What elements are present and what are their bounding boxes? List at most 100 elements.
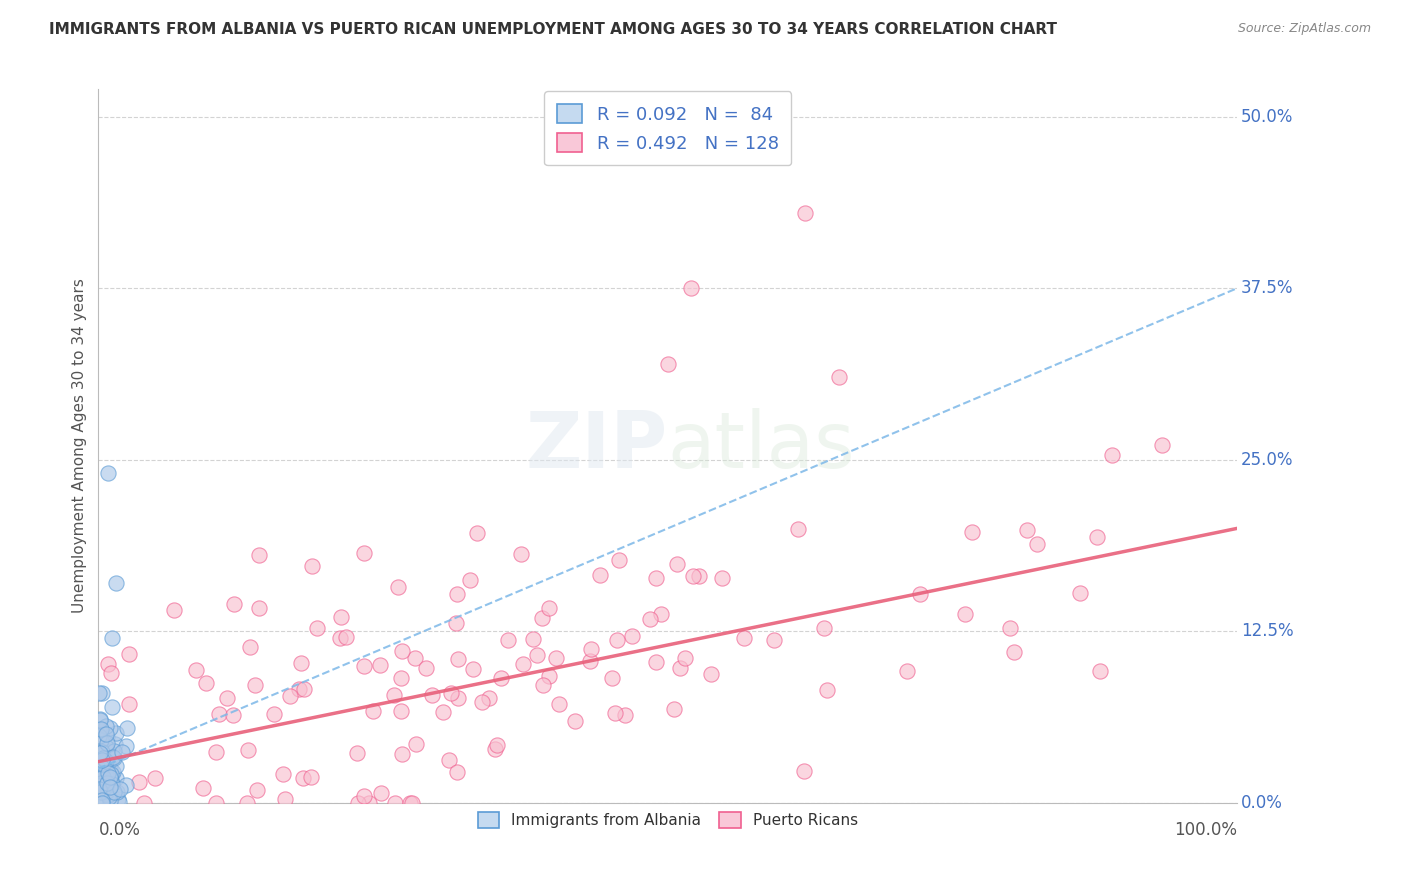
Point [235, 796, 257, 810]
Point [793, 764, 815, 778]
Point [107, 791, 129, 805]
Point [96, 784, 118, 798]
Point [273, 767, 295, 781]
Point [118, 647, 141, 661]
Point [103, 785, 125, 799]
Point [91, 752, 114, 766]
Point [368, 657, 391, 672]
Point [89, 686, 111, 700]
Point [91, 796, 114, 810]
Point [91, 746, 114, 760]
Point [370, 786, 392, 800]
Y-axis label: Unemployment Among Ages 30 to 34 years: Unemployment Among Ages 30 to 34 years [72, 278, 87, 614]
Point [301, 558, 323, 573]
Point [97, 788, 120, 802]
Text: 50.0%: 50.0% [1240, 108, 1294, 126]
Point [98, 780, 121, 794]
Point [896, 664, 918, 678]
Text: Source: ZipAtlas.com: Source: ZipAtlas.com [1237, 22, 1371, 36]
Point [93, 781, 115, 796]
Point [96, 736, 118, 750]
Point [246, 782, 269, 797]
Point [682, 569, 704, 583]
Point [733, 631, 755, 645]
Point [1090, 665, 1112, 679]
Point [90, 785, 112, 799]
Point [101, 776, 124, 790]
Point [607, 553, 630, 567]
Point [522, 632, 544, 646]
Point [97, 766, 120, 780]
Point [329, 631, 352, 645]
Point [247, 548, 270, 562]
Point [537, 669, 560, 683]
Point [544, 650, 567, 665]
Point [108, 796, 131, 810]
Point [101, 700, 124, 714]
Point [108, 782, 131, 797]
Point [1002, 645, 1025, 659]
Point [1015, 524, 1038, 538]
Point [405, 737, 427, 751]
Point [621, 629, 644, 643]
Point [90, 733, 112, 747]
Point [955, 607, 977, 622]
Point [90, 756, 112, 771]
Point [96, 731, 118, 745]
Point [93, 771, 115, 785]
Point [548, 697, 571, 711]
Point [98, 721, 121, 735]
Text: 100.0%: 100.0% [1174, 821, 1237, 838]
Point [486, 739, 509, 753]
Point [335, 631, 357, 645]
Text: 37.5%: 37.5% [1240, 279, 1294, 297]
Point [89, 763, 111, 777]
Point [97, 657, 120, 672]
Point [91, 792, 114, 806]
Point [278, 689, 301, 703]
Point [91, 770, 114, 784]
Point [679, 281, 702, 295]
Point [787, 522, 810, 536]
Point [94, 760, 117, 774]
Point [478, 691, 501, 706]
Point [440, 686, 463, 700]
Point [98, 790, 121, 805]
Point [94, 754, 117, 768]
Point [97, 744, 120, 758]
Point [90, 723, 112, 737]
Point [828, 370, 851, 384]
Point [87, 780, 110, 795]
Point [531, 678, 554, 692]
Point [657, 357, 679, 371]
Point [307, 621, 329, 635]
Point [87, 781, 110, 796]
Point [603, 706, 626, 720]
Point [960, 524, 983, 539]
Point [91, 756, 114, 770]
Point [645, 655, 668, 669]
Point [94, 719, 117, 733]
Point [104, 737, 127, 751]
Point [391, 644, 413, 658]
Point [645, 571, 668, 585]
Point [288, 682, 311, 697]
Point [184, 663, 207, 677]
Point [353, 789, 375, 804]
Point [143, 771, 166, 785]
Point [104, 726, 127, 740]
Point [103, 744, 125, 758]
Point [422, 689, 444, 703]
Point [404, 651, 426, 665]
Point [205, 796, 228, 810]
Point [290, 656, 312, 670]
Point [94, 758, 117, 772]
Point [263, 707, 285, 722]
Point [111, 744, 134, 758]
Point [606, 633, 628, 648]
Point [292, 681, 315, 696]
Point [96, 776, 118, 790]
Point [115, 739, 138, 754]
Point [134, 796, 156, 810]
Point [600, 671, 623, 685]
